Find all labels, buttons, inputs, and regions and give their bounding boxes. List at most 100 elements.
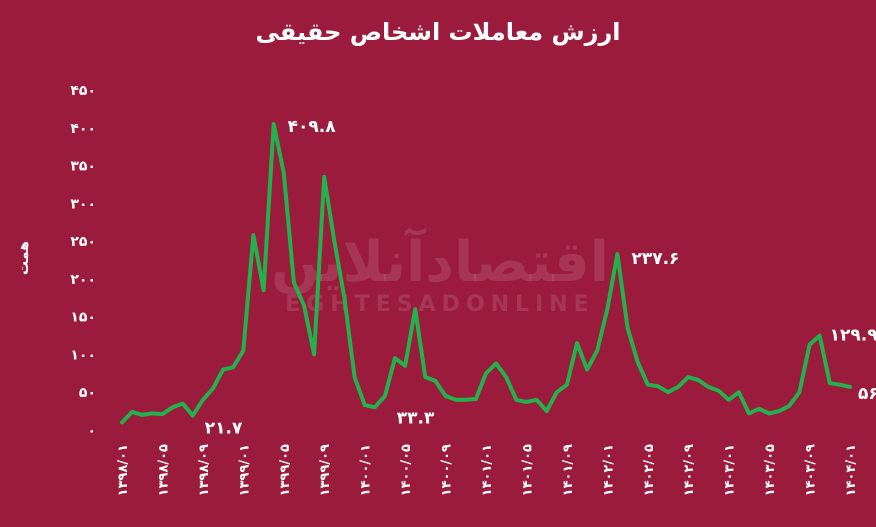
y-tick-label: ۰: [87, 423, 96, 439]
y-tick-label: ۱۵۰: [70, 310, 96, 326]
data-point: [818, 334, 822, 338]
data-point: [181, 402, 185, 406]
data-point: [262, 288, 266, 292]
x-tick-label: ۱۴۰۳/۰۹: [804, 444, 819, 496]
data-point: [282, 171, 286, 175]
data-point: [292, 281, 296, 285]
chart-title: ارزش معاملات اشخاص حقیقی: [255, 18, 621, 46]
data-point: [828, 381, 832, 385]
data-label: ۱۲۹.۹: [830, 326, 876, 346]
x-tick-label: ۱۴۰۱/۰۹: [561, 444, 576, 496]
x-tick-label: ۱۴۰۲/۰۹: [682, 444, 697, 496]
data-point: [251, 233, 255, 237]
y-tick-label: ۲۵۰: [70, 234, 96, 250]
data-point: [565, 383, 569, 387]
data-point: [373, 405, 377, 409]
y-tick-label: ۵۰: [79, 385, 96, 401]
data-point: [403, 364, 407, 368]
data-point: [646, 383, 650, 387]
data-point: [433, 379, 437, 383]
data-point: [160, 412, 164, 416]
data-point: [201, 398, 205, 402]
data-point: [696, 378, 700, 382]
x-tick-label: ۱۴۰۳/۰۵: [763, 444, 778, 496]
data-point: [747, 411, 751, 415]
data-point: [383, 394, 387, 398]
data-point: [231, 365, 235, 369]
data-label: ۲۳۷.۶: [631, 249, 679, 269]
data-point: [342, 296, 346, 300]
data-point: [484, 371, 488, 375]
x-tick-label: ۱۴۰۲/۰۵: [642, 444, 657, 496]
data-point: [353, 375, 357, 379]
x-tick-label: ۱۴۰۱/۰۵: [520, 444, 535, 496]
x-tick-label: ۱۳۹۸/۰۹: [197, 444, 212, 496]
x-tick-label: ۱۴۰۱/۰۱: [480, 444, 495, 496]
x-tick-label: ۱۴۰۲/۰۱: [601, 444, 616, 496]
data-point: [423, 375, 427, 379]
x-tick-label: ۱۴۰۳/۰۱: [723, 444, 738, 496]
x-tick-label: ۱۴۰۰/۰۱: [359, 444, 374, 496]
data-point: [717, 389, 721, 393]
data-point: [636, 360, 640, 364]
data-point: [656, 384, 660, 388]
data-point: [464, 398, 468, 402]
data-point: [676, 385, 680, 389]
x-tick-label: ۱۴۰۰/۰۹: [440, 444, 455, 496]
data-point: [211, 386, 215, 390]
data-point: [767, 411, 771, 415]
data-point: [191, 414, 195, 418]
y-tick-label: ۳۵۰: [70, 159, 96, 175]
data-point: [302, 303, 306, 307]
data-point: [130, 410, 134, 414]
data-point: [666, 390, 670, 394]
data-point: [140, 413, 144, 417]
data-point: [504, 375, 508, 379]
y-tick-label: ۴۵۰: [70, 83, 96, 99]
data-label: ۳۳.۳: [397, 408, 435, 428]
data-point: [605, 307, 609, 311]
data-point: [757, 407, 761, 411]
x-tick-label: ۱۳۹۸/۰۱: [116, 444, 131, 496]
data-point: [150, 411, 154, 415]
data-label: ۴۰۹.۸: [288, 117, 337, 137]
data-point: [535, 398, 539, 402]
data-point: [393, 356, 397, 360]
y-tick-label: ۲۰۰: [70, 272, 96, 288]
data-point: [797, 390, 801, 394]
x-tick-label: ۱۳۹۹/۰۹: [318, 444, 333, 496]
data-point: [686, 375, 690, 379]
data-point: [454, 398, 458, 402]
data-point: [808, 343, 812, 347]
data-point: [322, 175, 326, 179]
data-point: [413, 307, 417, 311]
data-point: [848, 385, 852, 389]
y-tick-label: ۳۰۰: [70, 196, 96, 212]
data-point: [474, 397, 478, 401]
data-point: [787, 404, 791, 408]
y-tick-label: ۴۰۰: [70, 121, 96, 137]
data-point: [514, 398, 518, 402]
x-tick-label: ۱۴۰۴/۰۱: [844, 444, 859, 496]
x-tick-label: ۱۳۹۸/۰۵: [156, 444, 171, 496]
data-point: [615, 252, 619, 256]
data-point: [272, 122, 276, 126]
data-point: [171, 405, 175, 409]
data-point: [777, 409, 781, 413]
data-point: [706, 385, 710, 389]
data-point: [524, 400, 528, 404]
data-point: [838, 383, 842, 387]
data-point: [363, 403, 367, 407]
data-point: [120, 420, 124, 424]
data-point: [585, 368, 589, 372]
data-point: [444, 394, 448, 398]
data-point: [575, 341, 579, 345]
x-tick-label: ۱۳۹۹/۰۵: [278, 444, 293, 496]
data-point: [312, 352, 316, 356]
data-point: [555, 390, 559, 394]
y-tick-label: ۱۰۰: [70, 347, 96, 363]
data-point: [727, 398, 731, 402]
data-point: [241, 349, 245, 353]
